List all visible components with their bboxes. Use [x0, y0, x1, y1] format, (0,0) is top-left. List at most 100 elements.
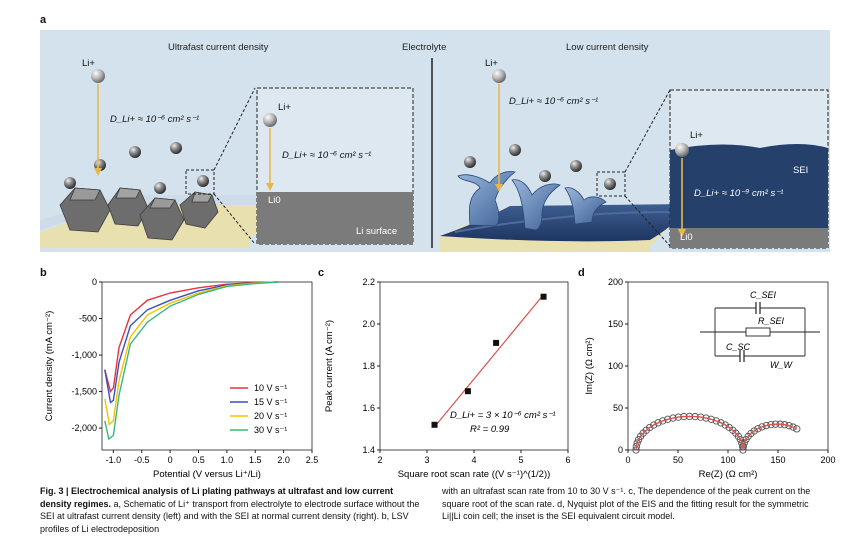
nyquist-point-9	[654, 419, 662, 427]
panel-c-letter: c	[318, 267, 325, 279]
li-surface-label: Li surface	[356, 226, 398, 237]
x-tick-label: 200	[820, 455, 835, 465]
x-tick-label: -1.0	[106, 455, 122, 465]
nyquist-point-10	[659, 417, 667, 425]
right-li-particles	[464, 144, 616, 190]
li-surface-block	[257, 192, 413, 244]
caption-col2-text: with an ultrafast scan rate from 10 to 3…	[442, 486, 811, 521]
right-li-ion-label: Li+	[485, 58, 498, 69]
left-diffusion-label: D_Li+ ≈ 10⁻⁶ cm² s⁻¹	[110, 114, 200, 125]
center-title: Electrolyte	[402, 42, 447, 53]
nyquist-point-37	[754, 425, 762, 433]
nyquist-point-7	[646, 423, 654, 432]
series-line-3	[104, 281, 278, 441]
right-diffusion-label: D_Li+ ≈ 10⁻⁶ cm² s⁻¹	[509, 96, 599, 107]
x-axis-label: Re(Z) (Ω cm²)	[699, 469, 758, 480]
right-inset-li0-label: Li0	[680, 232, 693, 243]
x-tick-label: 6	[565, 455, 570, 465]
left-arrowhead	[94, 168, 102, 176]
x-tick-label: 2.5	[306, 455, 319, 465]
y-tick-label: 1.8	[362, 361, 375, 371]
label-ww: W_W	[770, 360, 794, 370]
nyquist-point-20	[712, 417, 720, 425]
caption-col2: with an ultrafast scan rate from 10 to 3…	[442, 485, 827, 523]
legend-label-0: 10 V s⁻¹	[254, 383, 287, 393]
x-tick-label: -0.5	[134, 455, 150, 465]
rsei-resistor	[745, 327, 771, 337]
chart-c-peak-current: 2 3 4 5 6 1.4 1.6 1.8 2.0 2.2 Square root scan rat…	[324, 277, 571, 480]
y-tick-label: -1,000	[71, 350, 97, 360]
label-csc: C_SC	[726, 342, 751, 352]
x-axis-label: Square root scan rate ((V s⁻¹)^(1/2))	[398, 469, 551, 480]
label-csei: C_SEI	[750, 290, 777, 300]
panel-a-letter: a	[40, 14, 47, 26]
y-tick-label: 0	[92, 277, 97, 287]
right-inset-diffusion-label: D_Li+ ≈ 10⁻⁹ cm² s⁻¹	[694, 188, 784, 199]
nyquist-point-36	[750, 427, 758, 435]
x-axis-label: Potential (V versus Li⁺/Li)	[153, 469, 261, 480]
annotation-r2: R² = 0.99	[470, 424, 510, 435]
legend-label-1: 15 V s⁻¹	[254, 397, 287, 407]
left-inset-diffusion-label: D_Li+ ≈ 10⁻⁶ cm² s⁻¹	[282, 150, 372, 161]
right-li-ion	[492, 69, 506, 83]
label-rsei: R_SEI	[758, 316, 785, 326]
chart-d-nyquist: 0 50 100 150 200 0 50 100 150 200 Re(Z) (Ω cm²) Im(…	[584, 277, 836, 480]
x-tick-label: 2.0	[277, 455, 290, 465]
left-li-ion-label: Li+	[82, 58, 95, 69]
data-point-2	[493, 339, 500, 346]
y-tick-label: 2.2	[362, 277, 375, 287]
left-crystals	[59, 187, 219, 241]
data-point-3	[540, 293, 547, 300]
nyquist-point-45	[789, 423, 797, 431]
y-tick-label: -2,000	[71, 423, 97, 433]
nyquist-point-46	[793, 425, 801, 433]
series-line-2	[104, 281, 278, 426]
nyquist-point-38	[758, 423, 766, 431]
x-tick-label: 4	[471, 455, 476, 465]
left-li-ion	[91, 69, 105, 83]
y-tick-label: 150	[608, 319, 623, 329]
y-tick-label: 200	[608, 277, 623, 287]
right-dendrites	[457, 171, 607, 231]
sei-layer	[670, 144, 828, 230]
right-title: Low current density	[566, 42, 649, 53]
nyquist-point-8	[650, 421, 658, 429]
left-inset-li0-label: Li0	[268, 195, 281, 206]
x-tick-label: 100	[720, 455, 735, 465]
panel-b-letter: b	[40, 267, 47, 279]
left-li-particles	[64, 142, 209, 194]
x-tick-label: 0.5	[192, 455, 205, 465]
x-tick-label: 3	[424, 455, 429, 465]
nyquist-point-21	[717, 419, 725, 427]
x-tick-label: 0	[625, 455, 630, 465]
chart-b-lsv: -1.0 -0.5 0 0.5 1.0 1.5 2.0 2.5 0 -500 -1,000 -1,50…	[44, 277, 319, 480]
y-tick-label: 1.4	[362, 445, 375, 455]
legend-label-2: 20 V s⁻¹	[254, 411, 287, 421]
y-tick-label: 100	[608, 361, 623, 371]
fit-curve	[635, 415, 798, 451]
y-tick-label: 1.6	[362, 403, 375, 413]
x-tick-label: 2	[377, 455, 382, 465]
plot-frame	[101, 281, 313, 451]
data-point-1	[464, 388, 471, 395]
sei-label: SEI	[793, 165, 809, 176]
caption-col1: Fig. 3 | Electrochemical analysis of Li …	[40, 485, 425, 535]
y-tick-label: -500	[79, 314, 97, 324]
right-inset-li-ion-label: Li+	[690, 130, 703, 141]
x-tick-label: 5	[518, 455, 523, 465]
left-inset-li-ion-label: Li+	[278, 102, 291, 113]
y-tick-label: 50	[613, 403, 623, 413]
nyquist-point-11	[664, 415, 672, 423]
caption-col1-text: a, Schematic of Li⁺ transport from elect…	[40, 498, 420, 534]
nyquist-point-22	[721, 421, 729, 429]
x-tick-label: 1.5	[249, 455, 262, 465]
y-axis-label: Peak current (A cm⁻²)	[324, 320, 335, 412]
panel-d-letter: d	[578, 267, 585, 279]
y-tick-label: 2.0	[362, 319, 375, 329]
legend-label-3: 30 V s⁻¹	[254, 425, 287, 435]
y-axis-label: Current density (mA cm⁻²)	[44, 311, 55, 422]
nyquist-point-19	[707, 415, 715, 423]
x-tick-label: 50	[673, 455, 683, 465]
left-title: Ultrafast current density	[168, 42, 269, 53]
y-tick-label: -1,500	[71, 387, 97, 397]
